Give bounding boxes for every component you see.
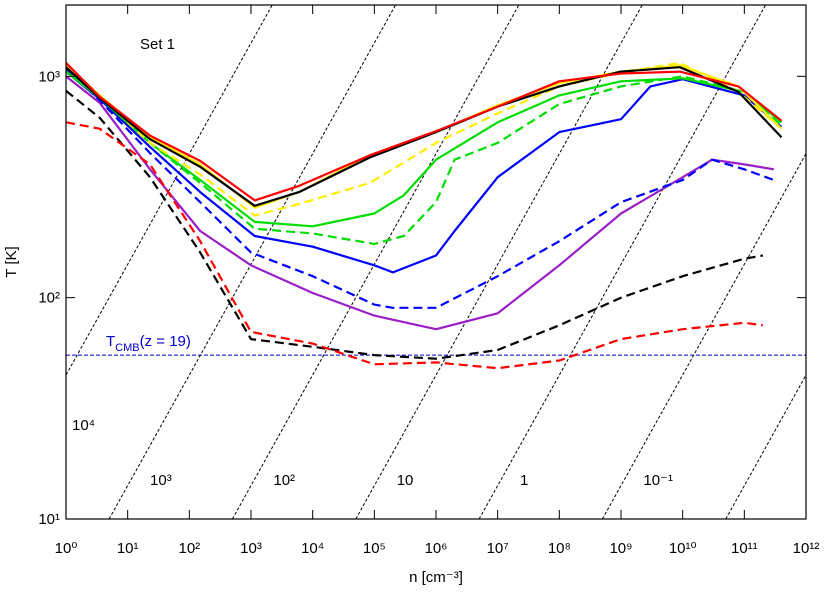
reference-line	[231, 5, 520, 519]
x-tick-label: 10⁹	[609, 540, 632, 557]
data-line	[66, 68, 775, 309]
x-tick-label: 10⁰	[55, 540, 78, 557]
data-line	[66, 61, 783, 217]
reference-line	[725, 374, 806, 519]
x-tick-label: 10²	[178, 540, 200, 557]
y-tick-label: 10¹	[38, 511, 60, 528]
x-tick-label: 10⁶	[425, 540, 448, 557]
data-line	[66, 62, 783, 202]
x-tick-label: 10⁴	[301, 540, 324, 557]
data-line	[66, 66, 783, 207]
x-tick-label: 10¹²	[793, 540, 820, 557]
x-tick-label: 10⁸	[548, 540, 571, 557]
x-tick-label: 10¹¹	[731, 540, 758, 557]
reference-line-label: 10⁻¹	[643, 472, 673, 489]
reference-line-label: 10²	[273, 472, 295, 489]
data-line	[66, 121, 764, 370]
y-tick-label: 10³	[38, 68, 60, 85]
x-tick-label: 10¹⁰	[669, 540, 697, 557]
x-tick-label: 10¹	[117, 540, 139, 557]
data-line	[66, 89, 764, 360]
x-tick-label: 10³	[240, 540, 262, 557]
reference-line-label: 10⁴	[72, 417, 95, 434]
annotation: Set 1	[140, 36, 175, 53]
data-line	[66, 70, 783, 228]
plot-area	[66, 5, 806, 519]
data-line	[66, 75, 774, 331]
reference-line	[601, 152, 806, 519]
reference-line-label: 1	[520, 472, 528, 489]
data-line	[66, 66, 783, 245]
x-tick-label: 10⁷	[487, 540, 509, 557]
y-axis-title: T [K]	[3, 246, 20, 277]
x-tick-label: 10⁵	[363, 540, 386, 557]
x-axis-title: n [cm⁻³]	[409, 569, 463, 586]
data-line	[66, 70, 783, 274]
reference-line	[66, 5, 273, 377]
cmb-label: TCMB(z = 19)	[106, 333, 191, 354]
cmb-label-part: (z = 19)	[140, 333, 191, 350]
cmb-label-part: T	[106, 333, 115, 350]
y-tick-label: 10²	[38, 290, 60, 307]
reference-line	[355, 5, 643, 519]
reference-line-label: 10³	[150, 472, 172, 489]
cmb-label-part: CMB	[115, 342, 139, 354]
reference-line-label: 10	[397, 472, 414, 489]
reference-line	[478, 5, 767, 519]
